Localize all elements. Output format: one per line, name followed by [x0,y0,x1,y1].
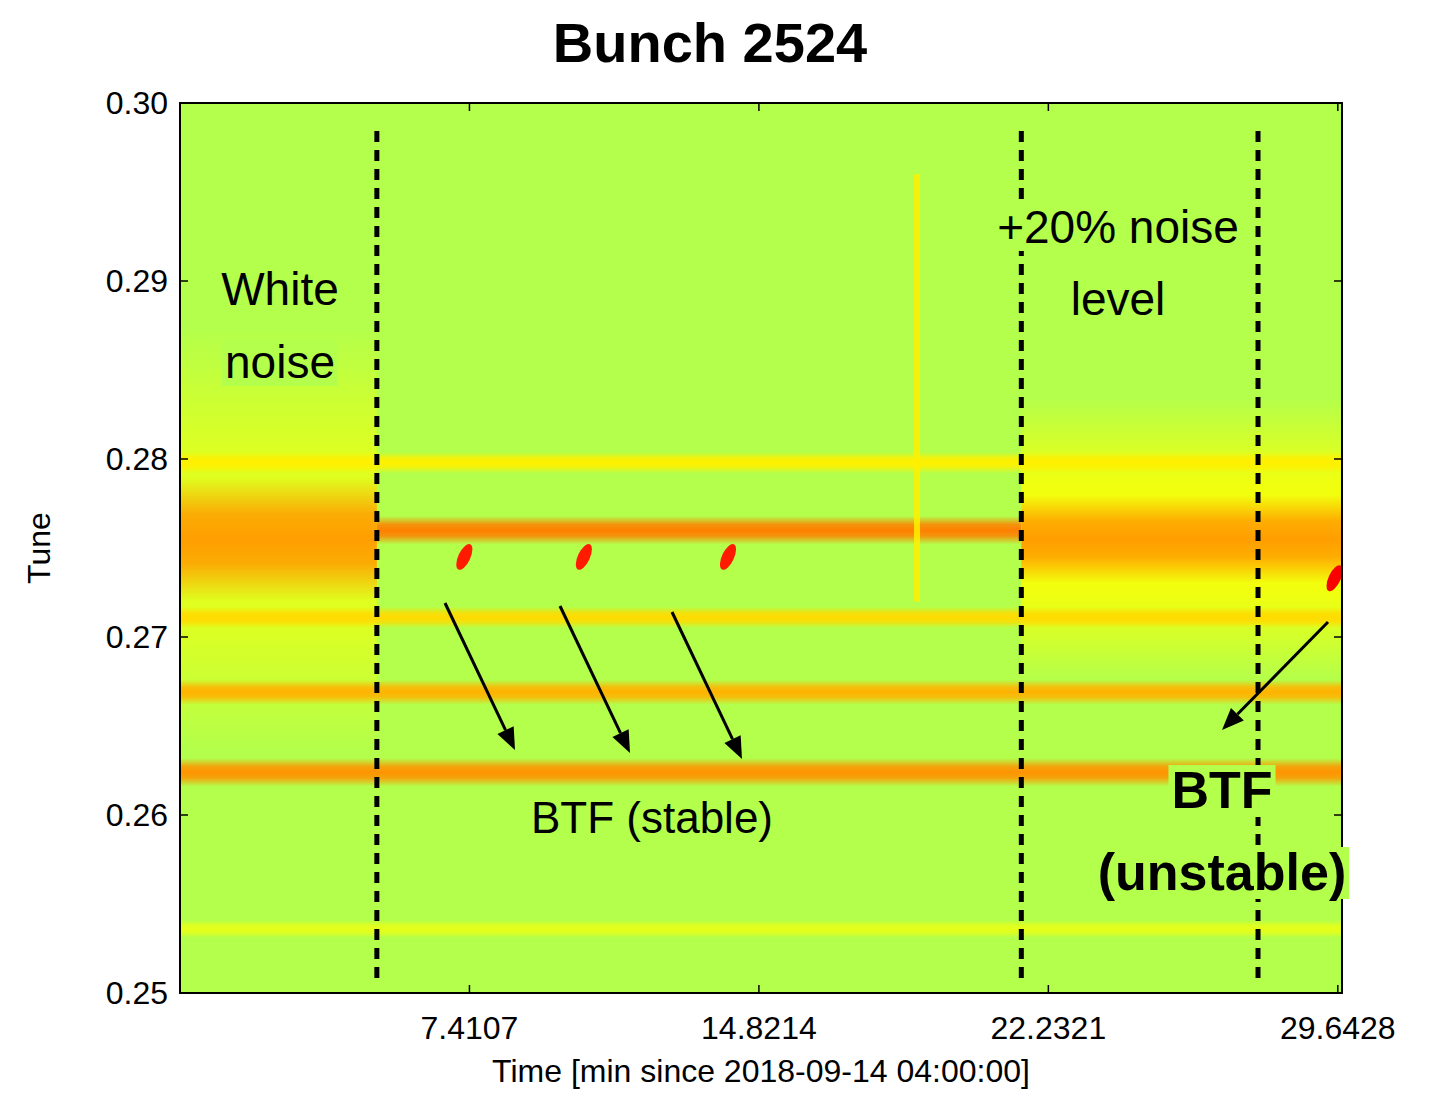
arrow-head [1222,708,1244,730]
y-axis-title: Tune [21,512,57,584]
x-tick [1337,103,1339,111]
y-tick [180,814,188,816]
chart: 7.4107 14.8214 22.2321 29.6428 0.25 0.26 0.27 0… [0,0,1431,1098]
y-tick [1334,102,1342,104]
dashed-line [1019,131,1024,981]
annotation-text: (unstable) [1098,843,1346,901]
annotation: noise [222,336,338,388]
x-tick [1337,985,1339,993]
chart-title: Bunch 2524 [553,11,867,74]
streak [914,174,920,601]
y-tick-label: 0.27 [106,619,168,655]
y-tick-label: 0.26 [106,797,168,833]
tune-band [1021,397,1342,682]
x-tick [758,103,760,111]
annotation-text: +20% noise [997,201,1239,253]
tune-band [180,680,1342,705]
y-tick [180,636,188,638]
tune-band [180,477,377,602]
annotation: (unstable) [1095,843,1349,901]
annotation: +20% noise [994,201,1242,253]
y-tick-label: 0.25 [106,975,168,1011]
plot-area [180,103,1342,993]
annotation-text: White [221,263,339,315]
annotation: BTF [1168,761,1275,819]
y-tick [180,992,188,994]
y-tick-label: 0.29 [106,263,168,299]
x-tick-label: 29.6428 [1280,1010,1396,1046]
annotation-text: noise [225,336,335,388]
x-axis-title: Time [min since 2018-09-14 04:00:00] [492,1053,1030,1089]
tune-band [180,920,1342,938]
x-tick [469,985,471,993]
arrow-shaft [560,606,621,733]
arrow-head [724,735,742,759]
arrow-shaft [445,603,506,730]
tune-band [180,607,1342,628]
tune-band [1021,495,1342,584]
tune-band [377,516,1021,544]
btf-spot [573,542,596,572]
annotation-text: BTF [1171,761,1272,819]
arrow-shaft [1237,622,1328,714]
y-tick [180,280,188,282]
btf-spot [1323,563,1342,593]
y-tick [1334,814,1342,816]
y-tick [1334,992,1342,994]
annotation: BTF (stable) [528,793,776,842]
annotation-text: level [1071,273,1166,325]
y-tick [180,458,188,460]
arrow-head [612,729,630,753]
x-tick-label: 7.4107 [421,1010,519,1046]
arrow-shaft [672,612,733,739]
btf-spot [453,542,476,572]
annotation-text: BTF (stable) [531,793,773,842]
x-tick [469,103,471,111]
y-tick [1334,636,1342,638]
x-tick [1048,985,1050,993]
arrow-head [497,726,515,750]
x-tick-label: 22.2321 [991,1010,1107,1046]
x-tick [758,985,760,993]
x-tick-label: 14.8214 [701,1010,817,1046]
y-tick [180,102,188,104]
y-tick-label: 0.28 [106,441,168,477]
tune-band [180,758,1342,786]
annotation: White [218,263,342,315]
dashed-line [374,131,379,981]
tune-band [180,452,1342,473]
annotation: level [1068,273,1169,325]
y-tick-label: 0.30 [106,85,168,121]
btf-spot [717,542,740,572]
y-tick [1334,458,1342,460]
y-tick [1334,280,1342,282]
x-tick [1048,103,1050,111]
